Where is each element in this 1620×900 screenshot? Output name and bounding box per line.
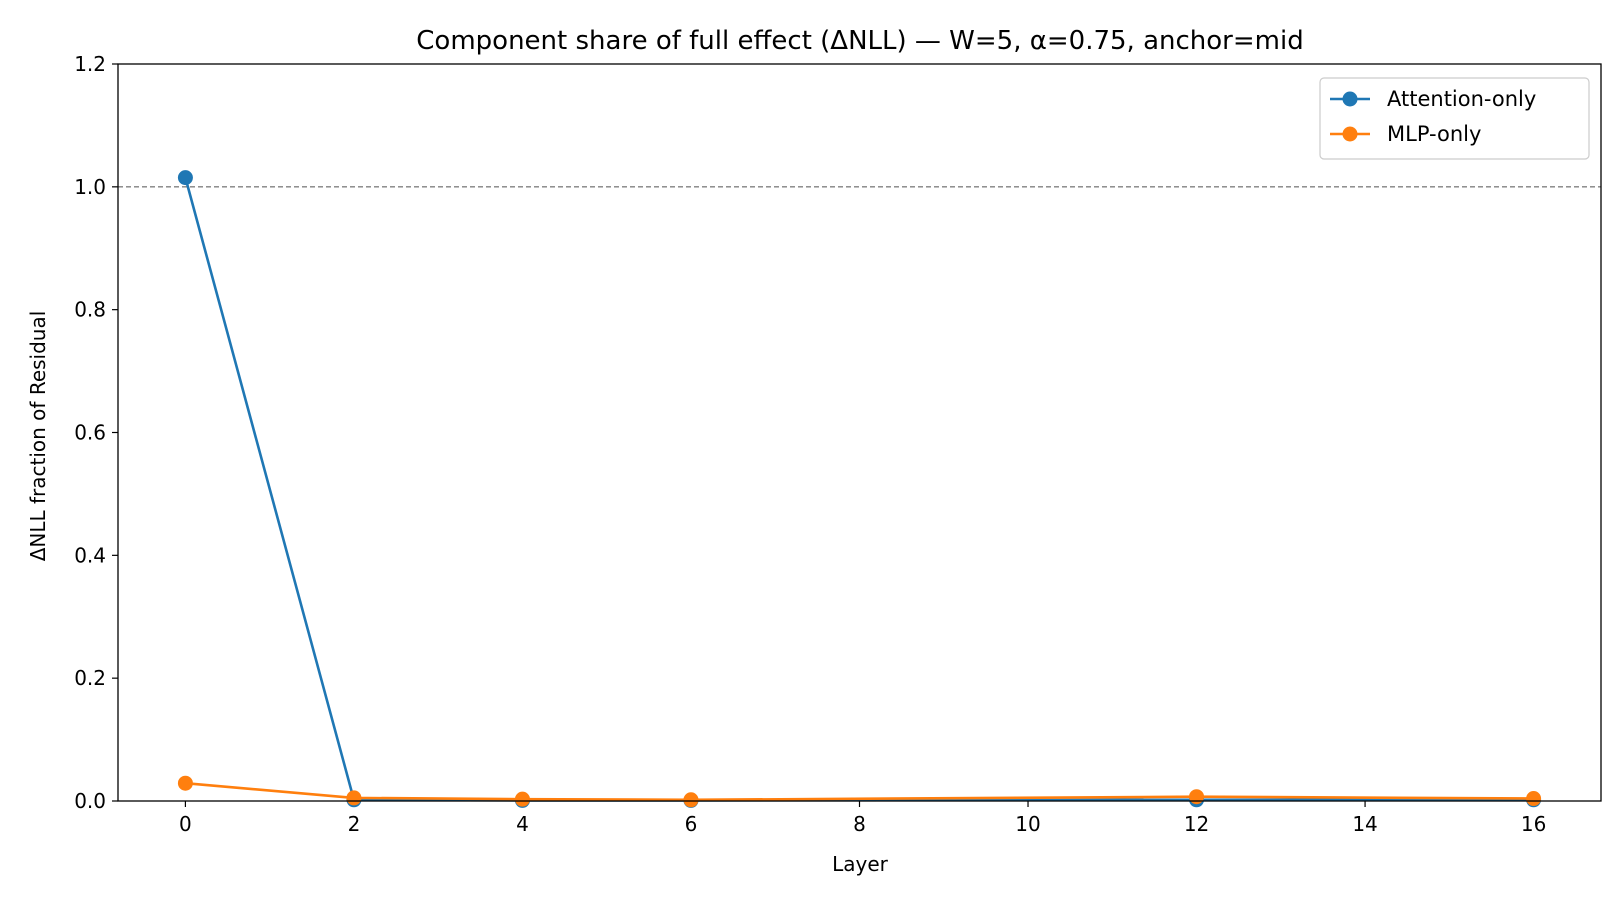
legend-label-mlp-only: MLP-only <box>1387 122 1481 146</box>
y-tick-label: 1.0 <box>74 175 106 199</box>
x-tick-label: 6 <box>685 812 698 836</box>
data-point-mlp-only <box>1526 791 1542 807</box>
data-point-mlp-only <box>514 791 530 807</box>
series-line-mlp-only <box>185 781 1534 802</box>
y-tick-label: 0.8 <box>74 298 106 322</box>
y-tick-label: 1.2 <box>74 52 106 76</box>
chart-title: Component share of full effect (ΔNLL) — … <box>416 26 1303 56</box>
legend: Attention-only MLP-only <box>1319 77 1590 160</box>
data-point-mlp-only <box>683 792 699 808</box>
legend-label-attention-only: Attention-only <box>1387 87 1536 111</box>
x-tick-label: 14 <box>1352 812 1377 836</box>
data-point-mlp-only <box>1189 789 1205 805</box>
x-tick-label: 12 <box>1184 812 1209 836</box>
y-tick-label: 0.4 <box>74 543 106 567</box>
legend-marker-attention-only <box>1342 91 1358 107</box>
data-point-mlp-only <box>346 790 362 806</box>
x-tick-label: 10 <box>1015 812 1040 836</box>
legend-box <box>1319 77 1590 160</box>
series-line-attention-only <box>184 177 1534 802</box>
x-tick-label: 16 <box>1521 812 1546 836</box>
data-point-attention-only <box>177 170 193 186</box>
x-tick-label: 8 <box>853 812 866 836</box>
y-tick-label: 0.0 <box>74 789 106 813</box>
legend-marker-mlp-only <box>1342 126 1358 142</box>
y-axis-label: ΔNLL fraction of Residual <box>26 311 50 562</box>
y-tick-label: 0.2 <box>74 666 106 690</box>
x-tick-label: 2 <box>348 812 361 836</box>
x-axis-label: Layer <box>832 852 889 876</box>
x-tick-label: 0 <box>179 812 192 836</box>
plot-area: 0 2 4 6 8 10 12 14 16 0.0 0.2 0.4 0.6 0.8 1.0 1.2 <box>74 52 1602 836</box>
y-tick-label: 0.6 <box>74 421 106 445</box>
data-point-mlp-only <box>177 775 193 791</box>
x-tick-label: 4 <box>516 812 529 836</box>
plot-frame <box>117 63 1602 802</box>
